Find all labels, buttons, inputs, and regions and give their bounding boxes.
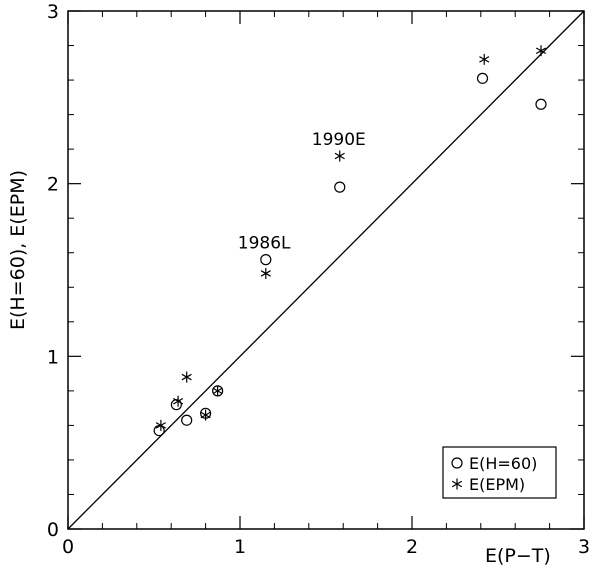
y-tick-label: 2 <box>47 174 59 196</box>
axis-labels: E(P−T) E(H=60), E(EPM) <box>7 170 551 567</box>
circle-point <box>260 254 272 266</box>
series-circle <box>153 72 547 437</box>
legend-item: E(EPM) <box>451 475 525 494</box>
annotations: 1986L 1990E <box>238 130 366 254</box>
y-tick-label: 3 <box>47 1 59 23</box>
circle-point <box>170 399 182 411</box>
y-tick-label: 0 <box>47 519 59 541</box>
circle-point <box>181 414 193 426</box>
identity-line <box>67 10 585 530</box>
x-tick-label: 1 <box>234 536 246 558</box>
legend-item: E(H=60) <box>451 454 537 473</box>
legend-circle-marker <box>451 457 463 469</box>
y-tick-label: 1 <box>47 346 59 368</box>
asterisk-stroke <box>172 397 184 405</box>
x-tick-label: 0 <box>62 536 74 558</box>
asterisk-point <box>479 53 490 65</box>
circle-point <box>476 72 489 84</box>
series-asterisk <box>155 45 547 431</box>
legend-asterisk-marker <box>451 478 463 490</box>
asterisk-stroke <box>260 270 271 277</box>
asterisk-stroke <box>181 373 192 381</box>
data-points <box>153 45 547 437</box>
asterisk-stroke <box>155 422 166 429</box>
asterisk-point <box>212 385 223 397</box>
x-axis-label: E(P−T) <box>485 545 551 567</box>
legend-label: E(H=60) <box>469 454 537 473</box>
asterisk-point <box>172 395 184 407</box>
asterisk-stroke <box>212 387 223 395</box>
asterisk-stroke <box>200 411 211 419</box>
x-tick-label: 3 <box>578 536 590 558</box>
asterisk-point <box>334 150 345 162</box>
legend: E(H=60) E(EPM) <box>442 446 557 499</box>
annotation-label: 1990E <box>312 130 366 150</box>
circle-point <box>535 98 547 110</box>
legend-box <box>442 446 557 499</box>
asterisk-point <box>260 267 271 279</box>
plot-frame <box>67 10 585 530</box>
legend-label: E(EPM) <box>469 475 525 494</box>
asterisk-stroke <box>451 480 463 488</box>
circle-point <box>334 181 346 193</box>
plot-area <box>67 10 585 530</box>
annotation-label: 1986L <box>238 234 291 254</box>
asterisk-stroke <box>334 152 345 160</box>
axis-ticks: 0 1 2 3 0 1 2 3 <box>47 1 590 558</box>
y-axis-label: E(H=60), E(EPM) <box>7 170 29 330</box>
circle-point <box>153 424 165 437</box>
asterisk-point <box>535 45 547 57</box>
asterisk-point <box>200 409 211 421</box>
reference-line-group <box>67 10 585 530</box>
asterisk-point <box>155 419 166 431</box>
asterisk-stroke <box>479 56 490 63</box>
asterisk-stroke <box>535 47 547 54</box>
x-tick-label: 2 <box>406 536 418 558</box>
asterisk-point <box>181 371 192 383</box>
